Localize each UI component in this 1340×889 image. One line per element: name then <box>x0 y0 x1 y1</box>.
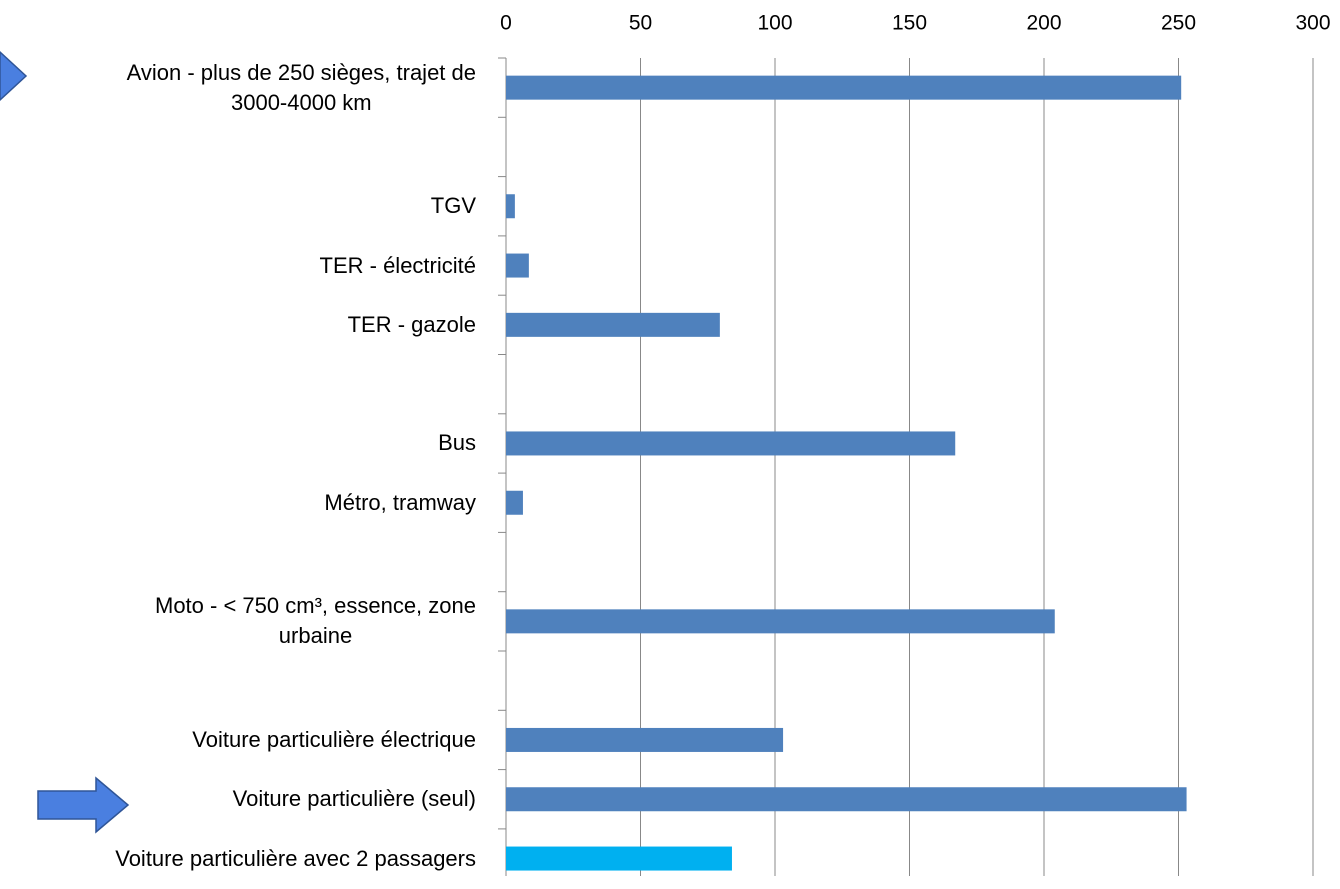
bar <box>506 727 784 752</box>
category-label-box: Voiture particulière électrique <box>0 710 476 770</box>
bar <box>506 431 956 456</box>
y-tick-label: TER - électricité <box>319 252 476 278</box>
arrow-marker <box>0 50 28 102</box>
category-label-box: Voiture particulière avec 2 passagers <box>0 829 476 889</box>
category-label-box: TGV <box>0 176 476 236</box>
x-tick-label: 200 <box>1026 12 1061 35</box>
category-label-box: Métro, tramway <box>0 473 476 533</box>
y-tick-label: Avion - plus de 250 sièges, trajet de 30… <box>126 59 476 115</box>
y-tick-label: Bus <box>438 430 476 456</box>
bar <box>506 75 1182 100</box>
y-tick-label: TGV <box>430 193 476 219</box>
bar <box>506 253 529 278</box>
bar <box>506 194 515 219</box>
x-tick-label: 150 <box>892 12 927 35</box>
y-tick-label: Moto - < 750 cm³, essence, zone urbaine <box>155 593 476 649</box>
y-tick-label: Voiture particulière avec 2 passagers <box>115 845 476 871</box>
arrow-marker <box>37 776 130 834</box>
bar <box>506 846 732 871</box>
bar <box>506 609 1055 634</box>
x-tick-label: 100 <box>757 12 792 35</box>
y-tick-label: Voiture particulière électrique <box>192 726 476 752</box>
category-label-box: Moto - < 750 cm³, essence, zone urbaine <box>0 591 476 651</box>
category-label-box: Voiture particulière (seul) <box>0 769 476 829</box>
category-label-box: Avion - plus de 250 sièges, trajet de 30… <box>0 58 476 118</box>
x-tick-label: 50 <box>629 12 652 35</box>
x-tick-label: 300 <box>1295 12 1330 35</box>
y-tick-label: Métro, tramway <box>324 489 476 515</box>
bar <box>506 490 523 515</box>
category-label-box: TER - gazole <box>0 295 476 355</box>
x-tick-label: 250 <box>1161 12 1196 35</box>
category-label-box: Bus <box>0 413 476 473</box>
bar <box>506 312 720 337</box>
y-tick-label: TER - gazole <box>347 311 476 337</box>
category-label-box: TER - électricité <box>0 236 476 296</box>
y-tick-label: Voiture particulière (seul) <box>232 786 476 812</box>
bar <box>506 787 1187 812</box>
x-tick-label: 0 <box>500 12 512 35</box>
